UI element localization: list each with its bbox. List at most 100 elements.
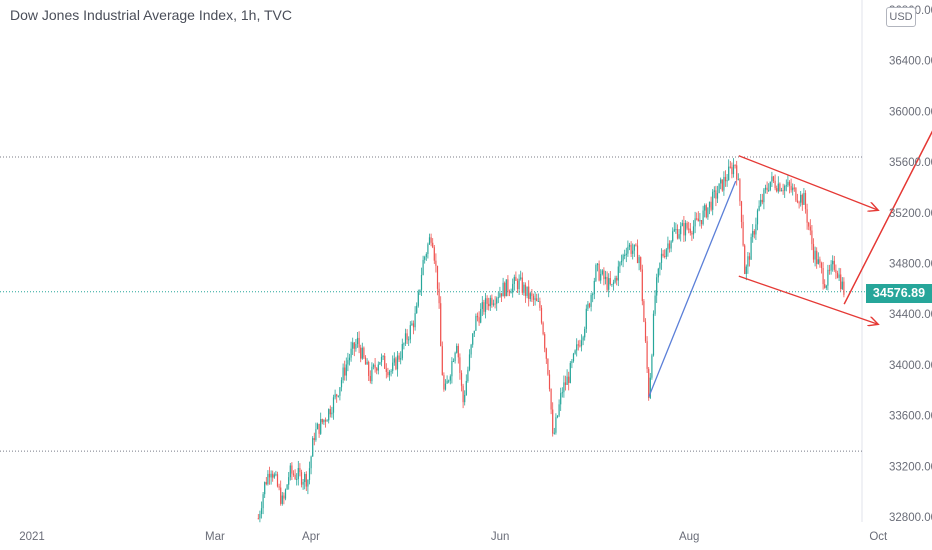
candle-body [408,339,410,341]
candle-body [580,340,583,347]
candle-body [638,257,640,264]
candle-body [401,344,403,359]
candle-body [440,303,442,347]
candle-body [400,358,402,360]
candle-body [777,183,779,192]
candle-body [347,360,349,365]
candle-body [318,423,320,434]
candle-body [635,244,637,246]
candle-body [366,361,368,365]
candle-body [542,322,544,335]
candle-body [611,284,613,286]
candle-body [779,183,781,192]
candle-body [817,259,819,264]
candle-body [563,382,565,393]
candle-body [798,202,800,204]
candle-body [832,260,834,265]
candle-body [593,280,595,295]
candle-body [510,292,512,294]
candle-body [332,397,335,413]
candle-body [508,291,511,293]
candle-body [422,259,424,276]
candle-body [523,284,525,293]
time-axis[interactable]: 2021MarAprJunAugOctDec [19,531,932,543]
candle-body [796,200,799,203]
candle-body [769,181,771,190]
candle-body [756,210,759,225]
candle-body [582,337,584,341]
candle-body [529,293,531,299]
candle-body [534,298,536,300]
candle-body [451,361,453,377]
candle-body [750,237,752,260]
candle-body [292,473,295,475]
candle-body [444,383,447,390]
candle-body [656,277,658,296]
candle-body [793,187,795,189]
candle-body [764,187,767,190]
candle-body [806,209,808,223]
candle-body [697,218,699,222]
candle-body [736,165,738,180]
candle-body [609,278,611,285]
time-axis-tick: Apr [302,531,320,543]
candle-body [788,181,791,186]
candle-body [731,166,733,175]
candle-body [571,361,573,364]
candle-body [622,255,624,261]
candle-body [694,218,696,227]
candle-body [425,254,427,257]
candle-body [446,380,448,384]
candle-body [540,307,543,323]
candle-body [513,276,515,284]
horizontal-levels [0,156,866,452]
candle-body [537,300,539,302]
candle-body [811,230,813,245]
candle-body [700,220,703,225]
candle-body [475,315,477,331]
price-axis[interactable]: 36800.0036400.0036000.0035600.0035200.00… [889,5,932,524]
candle-body [361,347,363,359]
candle-body [412,323,415,328]
candle-body [531,293,533,296]
candle-body [840,274,842,289]
candle-body [555,417,557,433]
candle-body [307,479,309,487]
candle-body [524,284,527,296]
candle-body [304,473,306,483]
candle-body [270,473,272,478]
candle-body [590,294,592,307]
candle-body [430,237,432,243]
candle-body [395,358,397,370]
time-axis-tick: Mar [205,531,225,543]
candle-body [667,243,669,250]
candle-body [368,361,370,376]
candle-body [587,303,589,309]
candle-body [592,294,594,296]
candle-body [809,226,811,231]
candle-body [680,225,682,235]
candle-body [265,482,267,485]
candle-body [665,249,667,257]
candle-body [763,189,765,203]
candle-body [579,345,581,347]
candle-body [608,278,610,290]
candle-body [313,438,315,440]
candle-body [454,352,456,362]
candle-body [782,190,784,192]
candle-body [483,302,485,312]
candle-body [452,361,455,363]
candle-body [321,419,323,423]
candle-body [467,369,469,381]
candle-body [768,189,770,191]
candle-body [548,374,551,389]
candle-body [651,355,653,378]
candle-body [280,487,282,504]
candle-body [822,268,824,285]
candle-body [387,371,389,376]
candle-body [272,473,274,478]
candle-body [702,210,704,225]
chart-drawings[interactable] [648,80,932,397]
currency-button[interactable]: USD [886,7,916,27]
